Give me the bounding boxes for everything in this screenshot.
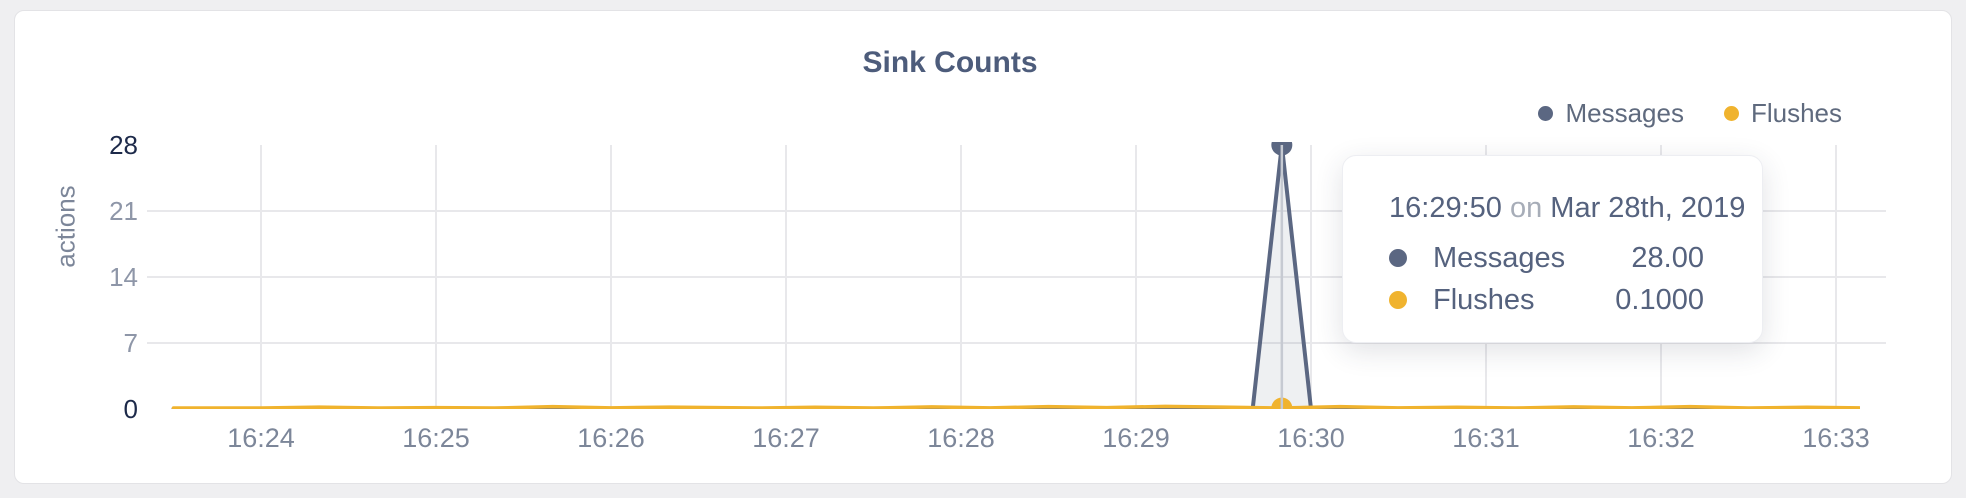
x-tick-label: 16:27 xyxy=(752,423,820,453)
x-tick-label: 16:25 xyxy=(402,423,470,453)
chart-title: Sink Counts xyxy=(862,46,1038,79)
legend: Messages Flushes xyxy=(1538,98,1842,129)
tooltip-date: Mar 28th, 2019 xyxy=(1550,192,1746,224)
tooltip-date-line: 16:29:50 on Mar 28th, 2019 xyxy=(1389,192,1745,225)
x-tick-label: 16:31 xyxy=(1452,423,1520,453)
x-tick-label: 16:30 xyxy=(1277,423,1345,453)
x-tick-label: 16:24 xyxy=(227,423,295,453)
hover-tooltip: 16:29:50 on Mar 28th, 2019 Messages 28.0… xyxy=(1342,155,1763,343)
x-tick-label: 16:26 xyxy=(577,423,645,453)
tooltip-series-value: 28.00 xyxy=(1631,241,1704,274)
x-tick-label: 16:32 xyxy=(1627,423,1695,453)
y-tick-label: 21 xyxy=(109,196,138,226)
tooltip-on-word: on xyxy=(1509,192,1543,224)
tooltip-series-name: Messages xyxy=(1433,241,1566,274)
flushes-dot-icon xyxy=(1723,106,1739,121)
flushes-line xyxy=(171,404,1860,409)
legend-item-flushes[interactable]: Flushes xyxy=(1723,98,1842,129)
legend-item-messages[interactable]: Messages xyxy=(1538,98,1684,129)
y-tick-label: 28 xyxy=(109,130,138,160)
legend-label: Messages xyxy=(1565,98,1684,128)
flushes-dot-icon xyxy=(1389,291,1407,309)
y-tick-label: 14 xyxy=(109,262,138,292)
x-tick-label: 16:33 xyxy=(1802,423,1870,453)
y-tick-label: 7 xyxy=(123,328,138,358)
x-tick-label: 16:29 xyxy=(1102,423,1170,453)
messages-dot-icon xyxy=(1389,249,1407,267)
tooltip-series-name: Flushes xyxy=(1433,283,1535,316)
tooltip-series-value: 0.1000 xyxy=(1615,283,1704,316)
tooltip-row-messages: Messages 28.00 xyxy=(1389,239,1704,277)
messages-dot-icon xyxy=(1538,106,1554,121)
tooltip-row-flushes: Flushes 0.1000 xyxy=(1389,281,1704,319)
tooltip-time: 16:29:50 xyxy=(1389,192,1502,224)
legend-label: Flushes xyxy=(1750,98,1842,128)
y-tick-label: 0 xyxy=(123,394,138,424)
x-tick-label: 16:28 xyxy=(927,423,995,453)
series-group xyxy=(171,142,1860,409)
